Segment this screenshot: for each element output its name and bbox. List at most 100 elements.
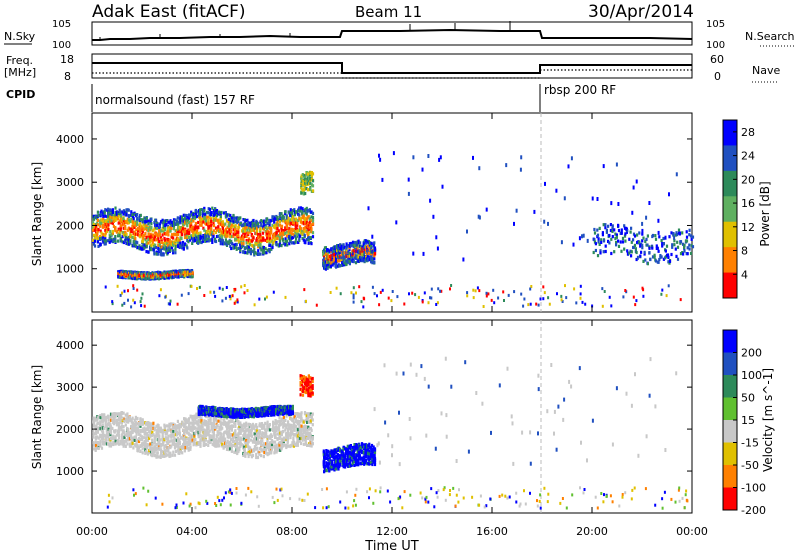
power-echo-cell: [161, 233, 164, 237]
power-echo-cell: [147, 227, 150, 231]
power-scatter-cell: [407, 177, 410, 182]
power-echo-cell: [114, 235, 117, 239]
velocity-echo-cell: [128, 418, 131, 422]
power-echo-cell: [196, 237, 199, 241]
power-echo-cell: [604, 249, 607, 254]
velocity-echo-cell: [209, 417, 212, 421]
power-echo-cell: [139, 227, 142, 231]
velocity-echo-cell: [188, 417, 191, 421]
power-echo-cell: [211, 233, 214, 237]
power-echo-cell: [346, 257, 349, 261]
power-echo-cell: [243, 226, 246, 230]
velocity-echo-cell: [152, 424, 155, 428]
power-echo-cell: [214, 226, 218, 230]
power-echo-cell: [96, 218, 99, 222]
power-echo-cell: [139, 235, 142, 239]
velocity-echo-cell: [155, 431, 158, 435]
power-echo-cell: [129, 219, 132, 224]
velocity-echo-cell: [124, 423, 127, 427]
power-noise-cell: [358, 285, 361, 289]
velocity-echo-cell: [198, 427, 201, 431]
velocity-echo-cell: [143, 436, 146, 440]
power-echo-cell: [141, 239, 144, 243]
power-echo-cell: [632, 238, 635, 242]
power-scatter-cell: [515, 208, 518, 213]
power-echo-cell: [186, 236, 189, 240]
power-echo-cell: [327, 260, 330, 264]
power-echo-cell: [122, 233, 125, 237]
power-noise-cell: [119, 293, 122, 297]
power-scatter-cell: [602, 164, 605, 169]
power-echo-cell: [136, 241, 139, 245]
power-echo-cell: [362, 243, 365, 247]
power-echo-cell: [354, 261, 358, 265]
power-echo-cell: [623, 224, 626, 228]
power-echo-cell: [212, 234, 215, 239]
power-echo-cell: [361, 252, 364, 256]
power-echo-cell: [250, 243, 253, 247]
velocity-echo-cell: [160, 428, 163, 432]
power-echo-cell: [351, 253, 354, 257]
velocity-echo-cell: [111, 426, 114, 430]
power-echo-cell: [145, 224, 148, 228]
power-scatter-cell: [462, 257, 465, 262]
power-echo-cell: [235, 237, 238, 241]
velocity-echo-cell: [223, 417, 226, 421]
velocity-echo-cell: [215, 420, 218, 424]
power-echo-cell: [232, 217, 235, 221]
power-echo-cell: [596, 233, 600, 237]
power-echo-cell: [658, 235, 661, 239]
power-echo-cell: [371, 261, 374, 265]
power-echo-cell: [284, 220, 287, 225]
velocity-echo-cell: [170, 435, 173, 439]
velocity-echo-cell: [223, 420, 227, 424]
power-echo-cell: [210, 228, 213, 232]
power-echo-cell: [240, 229, 244, 233]
power-echo-cell: [169, 244, 172, 248]
power-echo-cell: [218, 233, 222, 238]
power-noise-cell: [198, 285, 201, 289]
power-echo-cell: [163, 247, 166, 251]
power-echo-cell: [127, 221, 131, 225]
power-echo-cell: [204, 239, 207, 243]
velocity-echo-cell: [187, 436, 190, 440]
power-scatter-cell: [533, 209, 536, 214]
power-echo-cell: [613, 250, 616, 254]
power-echo-cell: [107, 223, 110, 227]
power-echo-cell: [100, 221, 103, 226]
power-echo-cell: [270, 231, 273, 235]
power-echo-cell: [683, 249, 686, 253]
power-echo-cell: [123, 270, 126, 274]
power-echo-cell: [141, 225, 144, 229]
power-echo-cell: [353, 240, 356, 245]
power-echo-cell: [333, 249, 336, 253]
power-echo-cell: [222, 223, 226, 227]
velocity-echo-cell: [226, 440, 229, 444]
power-echo-cell: [185, 214, 188, 218]
power-echo-cell: [160, 237, 163, 242]
power-scatter-cell: [570, 156, 573, 161]
power-echo-cell: [280, 212, 283, 216]
velocity-echo-cell: [175, 444, 178, 448]
power-echo-cell: [260, 224, 263, 228]
power-echo-cell: [107, 225, 110, 229]
power-echo-cell: [288, 235, 291, 239]
power-echo-cell: [127, 218, 131, 222]
power-echo-cell: [112, 216, 115, 220]
power-echo-cell: [356, 246, 359, 250]
power-echo-cell: [226, 213, 229, 217]
power-echo-cell: [119, 239, 122, 243]
power-echo-cell: [182, 247, 185, 251]
power-echo-cell: [144, 238, 147, 242]
velocity-echo-cell: [100, 446, 104, 450]
velocity-echo-cell: [223, 422, 226, 426]
velocity-echo-cell: [141, 447, 144, 451]
power-echo-cell: [228, 240, 231, 244]
velocity-echo-cell: [153, 448, 156, 452]
power-echo-cell: [640, 250, 643, 254]
power-echo-cell: [125, 220, 128, 224]
power-echo-cell: [234, 232, 237, 237]
velocity-echo-cell: [104, 434, 108, 438]
velocity-echo-cell: [140, 437, 144, 442]
velocity-echo-cell: [121, 436, 124, 440]
